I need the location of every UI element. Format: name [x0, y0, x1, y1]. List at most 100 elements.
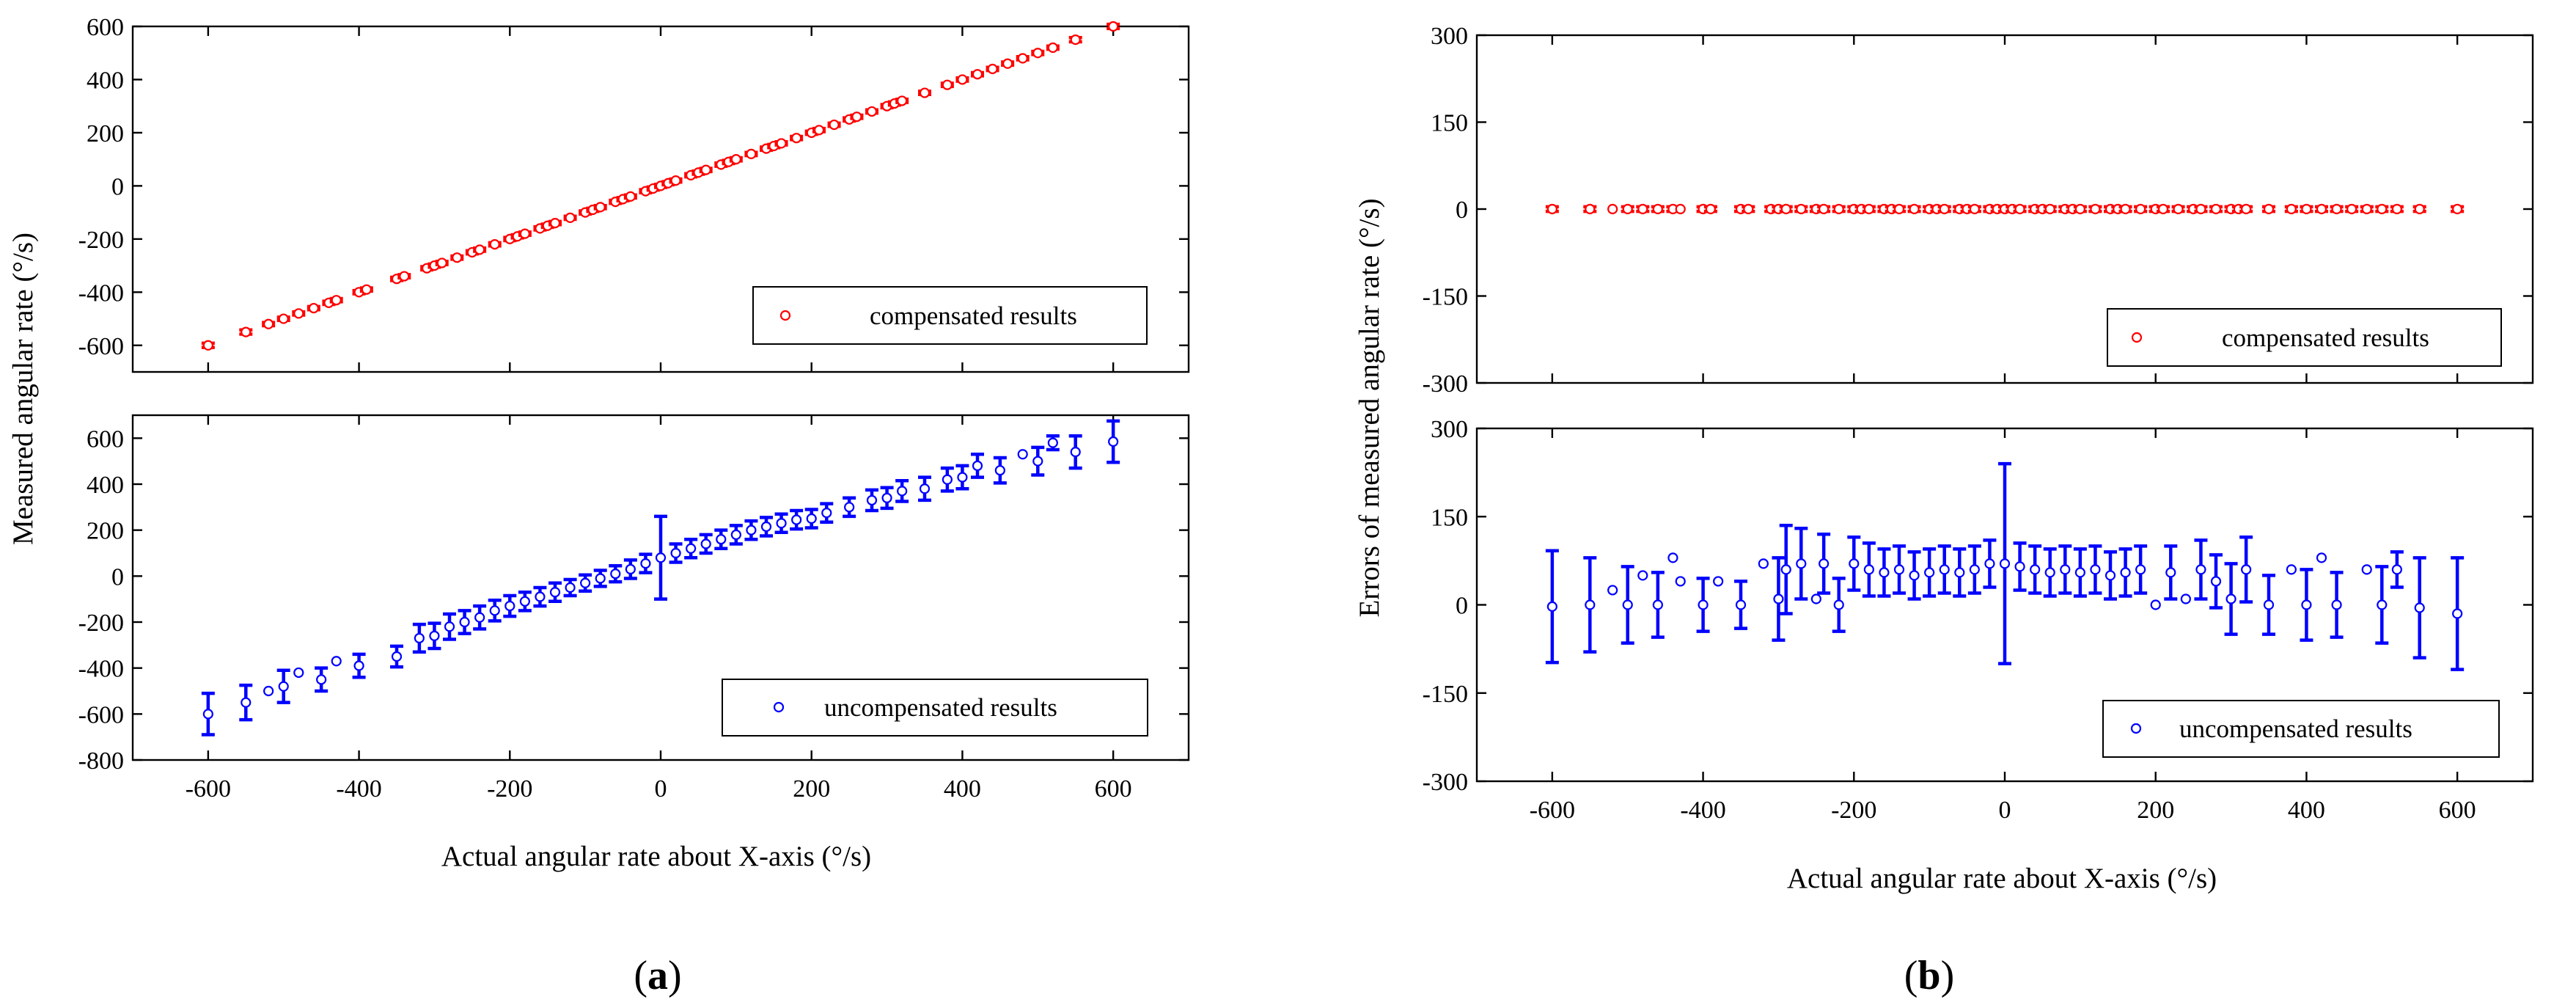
legend-a-top-marker [779, 310, 791, 321]
data-point-a-bottom-1 [239, 683, 253, 722]
data-point-a-bottom-38 [865, 488, 878, 513]
data-point-a-bottom-17 [533, 585, 547, 608]
marker-a-top-52 [851, 112, 862, 123]
marker-b-bottom-1 [1585, 599, 1596, 610]
marker-a-bottom-16 [519, 596, 530, 607]
plot-a-bottom-ticks: -600 -400 -200 0 200 400 600 -800 -600 -400 -200 0 2… [78, 415, 1189, 803]
data-point-b-bottom-47 [2300, 568, 2313, 642]
data-point-b-top-58 [2284, 203, 2298, 215]
data-point-b-bottom-52 [2390, 550, 2404, 589]
marker-a-top-24 [549, 218, 561, 229]
marker-a-top-53 [866, 106, 878, 117]
marker-b-top-3 [1622, 203, 1633, 215]
marker-b-top-42 [2074, 203, 2085, 215]
data-point-a-bottom-40 [895, 479, 909, 503]
data-point-a-top-17 [473, 244, 487, 255]
marker-b-top-47 [2135, 203, 2146, 215]
data-point-a-bottom-4 [293, 667, 304, 679]
data-point-b-bottom-37 [2134, 544, 2148, 595]
data-point-b-top-46 [2118, 203, 2132, 215]
data-point-b-bottom-32 [2058, 544, 2072, 595]
marker-a-top-18 [489, 238, 500, 250]
marker-b-top-14 [1780, 203, 1791, 215]
data-point-a-top-7 [329, 295, 343, 306]
marker-b-bottom-40 [2180, 593, 2191, 604]
data-point-a-bottom-11 [443, 612, 456, 641]
marker-a-bottom-45 [994, 465, 1005, 476]
data-point-a-top-58 [940, 79, 954, 90]
data-point-b-bottom-40 [2180, 593, 2191, 604]
data-point-a-top-9 [359, 284, 373, 295]
marker-a-top-49 [813, 125, 825, 136]
marker-b-bottom-13 [1780, 564, 1791, 575]
marker-b-top-53 [2210, 203, 2222, 215]
marker-b-top-21 [1863, 203, 1874, 215]
xtick-label-a-bottom-6: 600 [1095, 775, 1132, 803]
marker-b-bottom-25 [1954, 567, 1965, 578]
data-point-b-bottom-49 [2330, 571, 2344, 639]
data-point-b-bottom-19 [1862, 541, 1876, 598]
data-point-a-top-11 [397, 271, 411, 282]
marker-b-bottom-43 [2225, 593, 2236, 604]
marker-b-bottom-11 [1758, 558, 1769, 569]
marker-a-bottom-49 [1070, 447, 1081, 458]
xlabel-a: Actual angular rate about X-axis (°/s) [441, 841, 871, 872]
data-point-a-top-47 [790, 133, 804, 144]
marker-a-top-61 [987, 63, 998, 75]
data-point-b-top-3 [1621, 203, 1634, 215]
marker-a-bottom-35 [806, 513, 817, 525]
data-point-b-top-67 [2451, 203, 2465, 215]
marker-b-top-18 [1833, 203, 1844, 215]
ytick-label-a-top-2: -200 [78, 227, 124, 254]
marker-b-bottom-4 [1637, 570, 1648, 581]
marker-a-top-42 [730, 154, 741, 165]
data-point-b-top-0 [1545, 203, 1559, 215]
data-point-b-top-15 [1794, 203, 1808, 215]
data-point-b-top-28 [1937, 203, 1951, 215]
marker-a-bottom-17 [535, 591, 546, 602]
marker-b-bottom-54 [2452, 608, 2463, 619]
data-point-b-top-65 [2390, 203, 2404, 215]
marker-b-top-43 [2090, 203, 2101, 215]
data-point-a-top-42 [729, 154, 743, 165]
data-point-b-top-31 [1967, 203, 1981, 215]
data-point-a-bottom-39 [880, 486, 894, 511]
marker-b-bottom-18 [1849, 558, 1860, 569]
ytick-label-b-bottom-3: 150 [1431, 504, 1468, 531]
marker-b-top-63 [2361, 203, 2372, 215]
marker-a-bottom-34 [791, 514, 802, 525]
marker-a-bottom-30 [730, 529, 741, 541]
plot-a-top-series [201, 21, 1120, 351]
data-point-b-top-59 [2300, 203, 2313, 215]
ytick-label-a-bottom-6: 400 [87, 472, 124, 499]
marker-a-bottom-1 [241, 697, 252, 708]
data-point-a-bottom-24 [639, 552, 653, 574]
data-point-a-top-64 [1031, 48, 1045, 59]
data-point-b-bottom-6 [1667, 552, 1678, 563]
marker-b-top-50 [2173, 203, 2184, 215]
marker-a-bottom-42 [942, 474, 953, 485]
marker-a-bottom-44 [972, 460, 983, 472]
data-point-b-bottom-16 [1817, 533, 1831, 595]
marker-a-bottom-50 [1108, 436, 1119, 447]
marker-b-bottom-2 [1607, 585, 1618, 596]
marker-a-bottom-8 [391, 651, 403, 662]
ytick-label-b-bottom-0: -300 [1423, 769, 1468, 796]
marker-b-top-9 [1705, 203, 1716, 215]
data-point-b-bottom-2 [1607, 585, 1618, 596]
marker-a-bottom-23 [625, 563, 636, 575]
ytick-label-b-bottom-2: 0 [1456, 593, 1468, 620]
data-point-a-bottom-15 [503, 593, 517, 618]
data-point-b-bottom-29 [2013, 541, 2027, 592]
data-point-a-top-22 [533, 223, 547, 234]
xtick-label-b-bottom-2: -200 [1831, 797, 1876, 824]
marker-b-top-28 [1939, 203, 1950, 215]
xtick-label-a-bottom-1: -400 [336, 775, 381, 803]
marker-b-top-58 [2286, 203, 2297, 215]
data-point-b-bottom-41 [2194, 538, 2208, 601]
data-point-a-bottom-10 [428, 621, 441, 651]
data-point-b-top-49 [2157, 203, 2170, 215]
data-point-a-bottom-48 [1046, 434, 1060, 452]
marker-a-bottom-21 [595, 573, 606, 584]
marker-b-bottom-8 [1698, 599, 1709, 610]
